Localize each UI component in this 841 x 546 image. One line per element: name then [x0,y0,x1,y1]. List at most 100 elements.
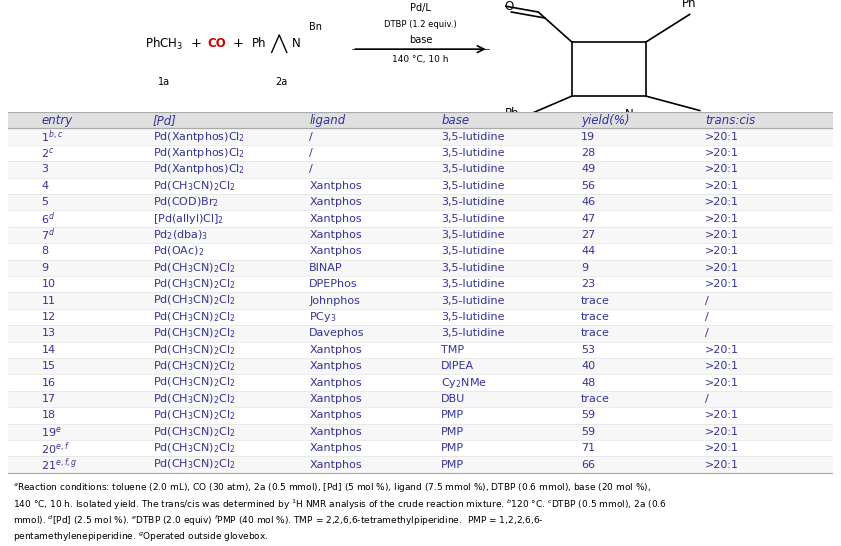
Text: 12: 12 [41,312,56,322]
Text: N: N [625,108,633,121]
Text: 1a: 1a [158,77,170,87]
Text: Pd(COD)Br$_2$: Pd(COD)Br$_2$ [153,195,219,209]
Text: Pd(CH$_3$CN)$_2$Cl$_2$: Pd(CH$_3$CN)$_2$Cl$_2$ [153,458,235,471]
Text: Xantphos: Xantphos [309,345,362,355]
Text: Ph: Ph [505,107,519,120]
Text: 19$^e$: 19$^e$ [41,425,62,439]
Text: trace: trace [581,394,610,404]
Text: 6$^d$: 6$^d$ [41,210,56,227]
Bar [8,440,833,456]
Text: 46: 46 [581,197,595,207]
Text: Davephos: Davephos [309,328,365,339]
Text: PMP: PMP [442,443,464,453]
Text: 53: 53 [581,345,595,355]
Text: 3,5-lutidine: 3,5-lutidine [442,164,505,174]
Text: $^a$Reaction conditions: toluene (2.0 mL), CO (30 atm), 2a (0.5 mmol), [Pd] (5 m: $^a$Reaction conditions: toluene (2.0 mL… [13,481,650,494]
Text: Pd(CH$_3$CN)$_2$Cl$_2$: Pd(CH$_3$CN)$_2$Cl$_2$ [153,310,235,324]
Text: 71: 71 [581,443,595,453]
Text: Pd(CH$_3$CN)$_2$Cl$_2$: Pd(CH$_3$CN)$_2$Cl$_2$ [153,376,235,389]
Text: 3,5-lutidine: 3,5-lutidine [442,181,505,191]
Text: 56: 56 [581,181,595,191]
Text: 4: 4 [41,181,49,191]
Text: PCy$_3$: PCy$_3$ [309,310,336,324]
Text: entry: entry [41,114,72,127]
Text: 3,5-lutidine: 3,5-lutidine [442,263,505,273]
Text: Pd(CH$_3$CN)$_2$Cl$_2$: Pd(CH$_3$CN)$_2$Cl$_2$ [153,261,235,275]
Text: +: + [232,37,244,50]
Text: >20:1: >20:1 [705,132,739,141]
Text: Xantphos: Xantphos [309,460,362,470]
Text: N: N [292,37,300,50]
Text: 140 °C, 10 h: 140 °C, 10 h [392,55,449,63]
Text: Pd(CH$_3$CN)$_2$Cl$_2$: Pd(CH$_3$CN)$_2$Cl$_2$ [153,441,235,455]
Bar [8,177,833,194]
Text: Xantphos: Xantphos [309,394,362,404]
Text: DIPEA: DIPEA [442,361,474,371]
Text: Xantphos: Xantphos [309,443,362,453]
Text: trace: trace [581,328,610,339]
Text: 17: 17 [41,394,56,404]
Text: PMP: PMP [442,411,464,420]
Text: 3,5-lutidine: 3,5-lutidine [442,132,505,141]
Bar [8,292,833,309]
Bar [8,358,833,375]
Bar [8,456,833,473]
Text: 40: 40 [581,361,595,371]
Text: >20:1: >20:1 [705,197,739,207]
Text: Pd(CH$_3$CN)$_2$Cl$_2$: Pd(CH$_3$CN)$_2$Cl$_2$ [153,408,235,422]
Text: 10: 10 [41,279,56,289]
Text: Pd(CH$_3$CN)$_2$Cl$_2$: Pd(CH$_3$CN)$_2$Cl$_2$ [153,343,235,357]
Text: PMP: PMP [442,460,464,470]
Text: >20:1: >20:1 [705,246,739,257]
Text: /: / [309,164,313,174]
Text: Pd/L: Pd/L [410,3,431,13]
Text: ligand: ligand [309,114,346,127]
Text: >20:1: >20:1 [705,181,739,191]
Text: 140 °C, 10 h. Isolated yield. The trans/cis was determined by $^1$H NMR analysis: 140 °C, 10 h. Isolated yield. The trans/… [13,497,666,512]
Bar [8,227,833,243]
Text: trace: trace [581,312,610,322]
Text: mmol). $^d$[Pd] (2.5 mol %). $^e$DTBP (2.0 equiv) $^f$PMP (40 mol %). TMP = 2,2,: mmol). $^d$[Pd] (2.5 mol %). $^e$DTBP (2… [13,514,543,529]
Text: 23: 23 [581,279,595,289]
Text: 19: 19 [581,132,595,141]
Text: 3,5-lutidine: 3,5-lutidine [442,246,505,257]
Text: 2$^c$: 2$^c$ [41,146,55,160]
Text: >20:1: >20:1 [705,164,739,174]
Text: Pd(CH$_3$CN)$_2$Cl$_2$: Pd(CH$_3$CN)$_2$Cl$_2$ [153,294,235,307]
Text: Pd(Xantphos)Cl$_2$: Pd(Xantphos)Cl$_2$ [153,129,245,144]
Text: 18: 18 [41,411,56,420]
Text: /: / [309,148,313,158]
Text: 14: 14 [41,345,56,355]
Text: base: base [409,35,432,45]
Text: /: / [309,132,313,141]
Bar [8,259,833,276]
Text: Ph: Ph [682,0,697,10]
Text: 47: 47 [581,213,595,223]
Text: [Pd]: [Pd] [153,114,177,127]
Text: Pd(OAc)$_2$: Pd(OAc)$_2$ [153,245,204,258]
Bar [8,342,833,358]
Text: 2a: 2a [276,77,288,87]
Text: Pd(CH$_3$CN)$_2$Cl$_2$: Pd(CH$_3$CN)$_2$Cl$_2$ [153,179,235,193]
Text: DBU: DBU [442,394,465,404]
Text: 59: 59 [581,411,595,420]
Text: Xantphos: Xantphos [309,361,362,371]
Text: 9: 9 [581,263,589,273]
Text: Cy$_2$NMe: Cy$_2$NMe [442,376,487,390]
Text: base: base [442,114,469,127]
Text: Xantphos: Xantphos [309,378,362,388]
Text: 3: 3 [41,164,49,174]
Text: TMP: TMP [442,345,464,355]
Text: 9: 9 [41,263,49,273]
Text: 48: 48 [581,378,595,388]
Text: 49: 49 [581,164,595,174]
Text: PhCH$_3$: PhCH$_3$ [145,35,183,52]
Text: BINAP: BINAP [309,263,343,273]
Text: >20:1: >20:1 [705,460,739,470]
Text: 3,5-lutidine: 3,5-lutidine [442,295,505,306]
Text: Pd(CH$_3$CN)$_2$Cl$_2$: Pd(CH$_3$CN)$_2$Cl$_2$ [153,425,235,438]
Text: Pd(Xantphos)Cl$_2$: Pd(Xantphos)Cl$_2$ [153,162,245,176]
Text: >20:1: >20:1 [705,213,739,223]
Text: O: O [505,0,514,13]
Text: /: / [705,295,709,306]
